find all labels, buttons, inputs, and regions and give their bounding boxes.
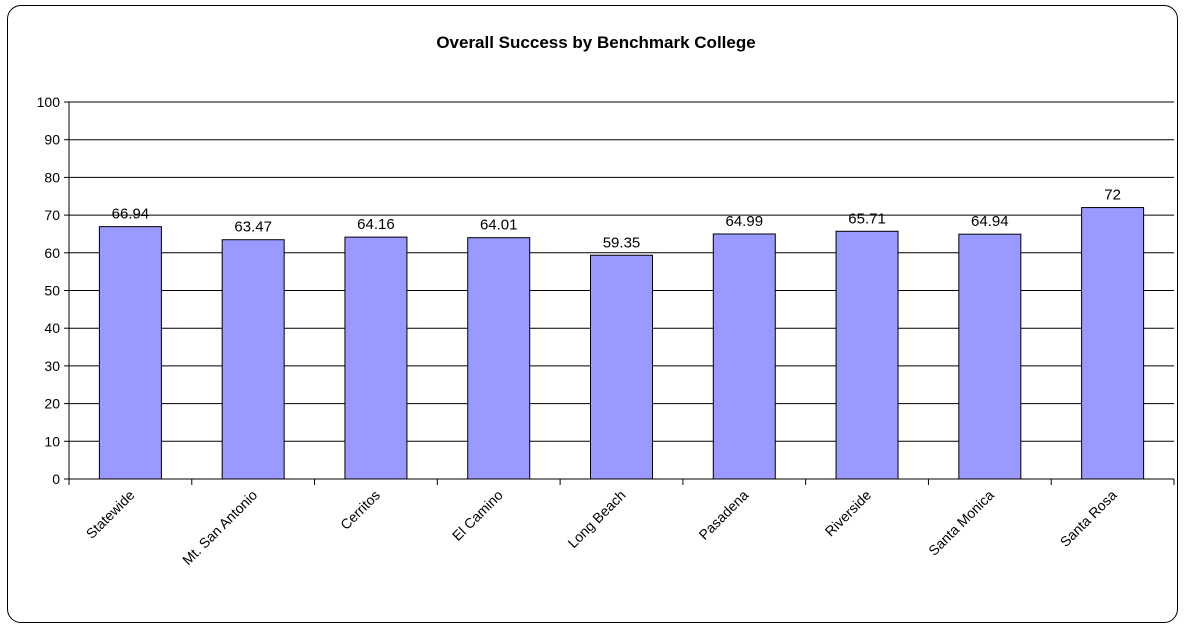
data-label: 66.94 — [112, 206, 150, 223]
y-tick-label: 30 — [44, 358, 60, 374]
bar — [467, 237, 531, 480]
category-label: Riverside — [822, 487, 875, 540]
bar — [221, 239, 285, 480]
data-label: 64.99 — [726, 213, 764, 230]
y-tick-label: 60 — [44, 245, 60, 261]
y-tick-label: 20 — [44, 396, 60, 412]
bar — [98, 226, 162, 480]
chart-title: Overall Success by Benchmark College — [436, 33, 755, 52]
data-label: 64.16 — [357, 216, 395, 233]
y-tick-label: 40 — [44, 320, 60, 336]
category-label: Santa Rosa — [1057, 487, 1120, 550]
y-tick-label: 70 — [44, 207, 60, 223]
bar — [590, 254, 653, 480]
y-tick-label: 50 — [44, 283, 60, 299]
data-label: 64.94 — [971, 213, 1009, 230]
data-label: 64.01 — [480, 217, 518, 234]
category-label: Mt. San Antonio — [179, 487, 260, 568]
bar — [958, 233, 1022, 480]
data-label: 65.71 — [848, 210, 886, 227]
y-tick-label: 90 — [44, 132, 60, 148]
category-label: Long Beach — [564, 487, 628, 551]
y-tick-label: 0 — [52, 471, 60, 487]
y-tick-label: 10 — [44, 433, 60, 449]
bar — [1081, 207, 1145, 480]
category-labels: Statewide Mt. San Antonio Cerritos El Camin… — [83, 487, 1120, 568]
bar — [835, 230, 899, 480]
category-label: Pasadena — [695, 487, 751, 543]
y-tick-label: 80 — [44, 169, 60, 185]
category-label: Santa Monica — [925, 487, 997, 559]
bars — [98, 207, 1145, 480]
category-label: Statewide — [83, 487, 138, 542]
data-label: 63.47 — [234, 219, 272, 236]
y-tick-label: 100 — [37, 94, 61, 110]
data-label: 72 — [1104, 187, 1121, 204]
bar — [712, 233, 776, 480]
category-label: Cerritos — [337, 487, 383, 533]
category-label: El Camino — [449, 487, 506, 544]
data-label: 59.35 — [603, 234, 641, 251]
bar — [344, 236, 408, 480]
data-labels: 66.94 63.47 64.16 64.01 59.35 64.99 65.71 64.94… — [112, 187, 1121, 252]
